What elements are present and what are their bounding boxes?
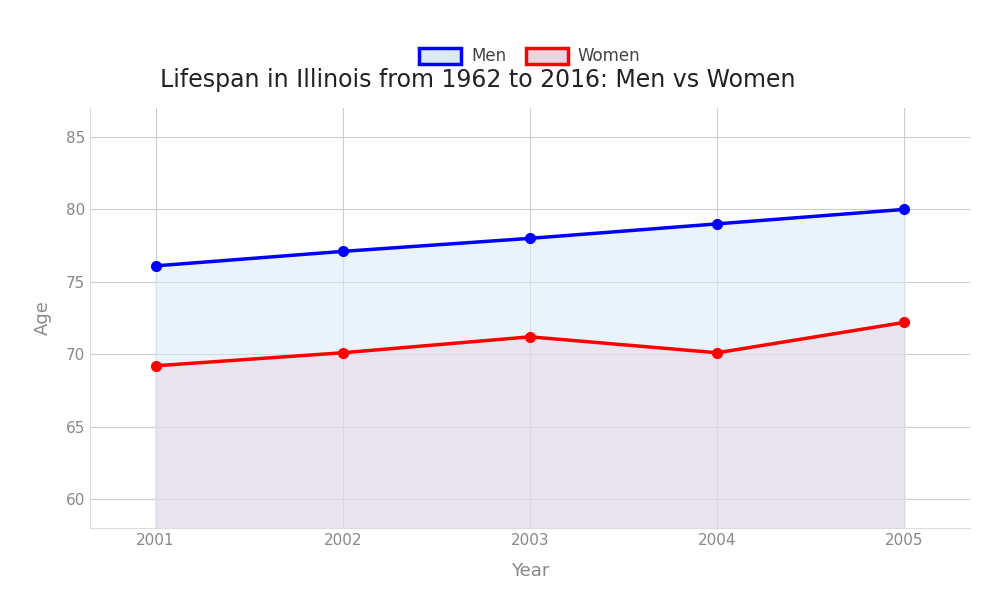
X-axis label: Year: Year	[511, 562, 549, 580]
Y-axis label: Age: Age	[34, 301, 52, 335]
Legend: Men, Women: Men, Women	[413, 41, 647, 72]
Text: Lifespan in Illinois from 1962 to 2016: Men vs Women: Lifespan in Illinois from 1962 to 2016: …	[160, 68, 796, 92]
